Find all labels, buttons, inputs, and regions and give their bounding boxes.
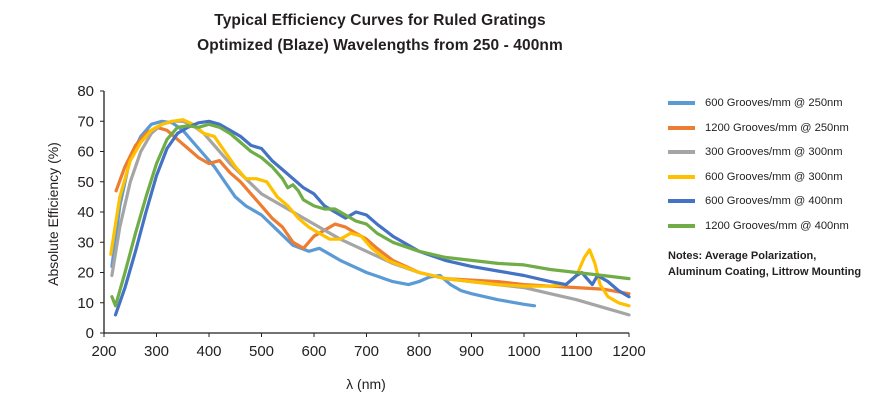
notes-line-2: Aluminum Coating, Littrow Mounting	[668, 265, 862, 278]
x-tick-label: 1000	[507, 343, 540, 360]
legend-label: 1200 Grooves/mm @ 400nm	[705, 219, 849, 232]
legend-item: 600 Grooves/mm @ 400nm	[668, 194, 888, 219]
legend-label: 300 Grooves/mm @ 300nm	[705, 146, 843, 158]
chart-subtitle: Optimized (Blaze) Wavelengths from 250 -…	[197, 37, 563, 54]
y-tick-label: 0	[86, 325, 94, 342]
series-layer	[109, 118, 631, 317]
y-tick-label: 70	[77, 113, 94, 130]
chart-notes: Notes: Average Polarization, Aluminum Co…	[668, 249, 888, 280]
legend-swatch	[668, 223, 695, 228]
x-tick-label: 200	[91, 343, 116, 360]
y-tick-label: 10	[77, 295, 94, 312]
legend-label: 1200 Grooves/mm @ 250nm	[705, 121, 849, 134]
x-tick-label: 1100	[560, 343, 592, 360]
legend-label: 600 Grooves/mm @ 300nm	[705, 170, 843, 183]
y-tick-label: 30	[77, 234, 94, 251]
legend-item: 1200 Grooves/mm @ 250nm	[668, 121, 888, 146]
y-tick-label: 50	[77, 174, 94, 191]
x-axis-label: λ (nm)	[346, 376, 386, 392]
x-tick-label: 600	[301, 343, 326, 360]
legend-swatch	[668, 101, 695, 105]
y-tick-label: 60	[77, 144, 94, 161]
y-tick-label: 80	[77, 83, 94, 100]
x-tick-label: 300	[144, 343, 169, 360]
legend-item: 600 Grooves/mm @ 300nm	[668, 170, 888, 195]
y-axis-label: Absolute Efficiency (%)	[45, 142, 61, 286]
notes-line-1: Notes: Average Polarization,	[668, 250, 817, 262]
legend-swatch	[668, 150, 695, 154]
x-tick-label: 1200	[612, 343, 645, 360]
x-tick-label: 500	[249, 343, 274, 360]
legend-label: 600 Grooves/mm @ 400nm	[705, 195, 843, 207]
x-tick-label: 400	[196, 343, 221, 360]
legend-label: 600 Grooves/mm @ 250nm	[705, 97, 843, 109]
series-line-1	[110, 119, 537, 308]
x-tick-label: 700	[354, 343, 379, 360]
chart-legend: 600 Grooves/mm @ 250nm 1200 Grooves/mm @ …	[668, 96, 888, 243]
tick-labels: 200 300 400 500 600 700 800 900 1000 1100 1200 0 10 2…	[77, 83, 645, 360]
x-tick-label: 900	[459, 343, 484, 360]
y-tick-label: 40	[77, 204, 94, 221]
x-tick-label: 800	[406, 343, 431, 360]
legend-item: 600 Grooves/mm @ 250nm	[668, 96, 888, 121]
legend-item: 1200 Grooves/mm @ 400nm	[668, 219, 888, 244]
chart-title: Typical Efficiency Curves for Ruled Grat…	[214, 12, 546, 29]
legend-swatch	[668, 125, 695, 130]
y-tick-label: 20	[77, 265, 94, 282]
series-line-6	[110, 122, 631, 308]
legend-swatch	[668, 174, 695, 179]
legend-swatch	[668, 199, 695, 203]
legend-item: 300 Grooves/mm @ 300nm	[668, 145, 888, 170]
